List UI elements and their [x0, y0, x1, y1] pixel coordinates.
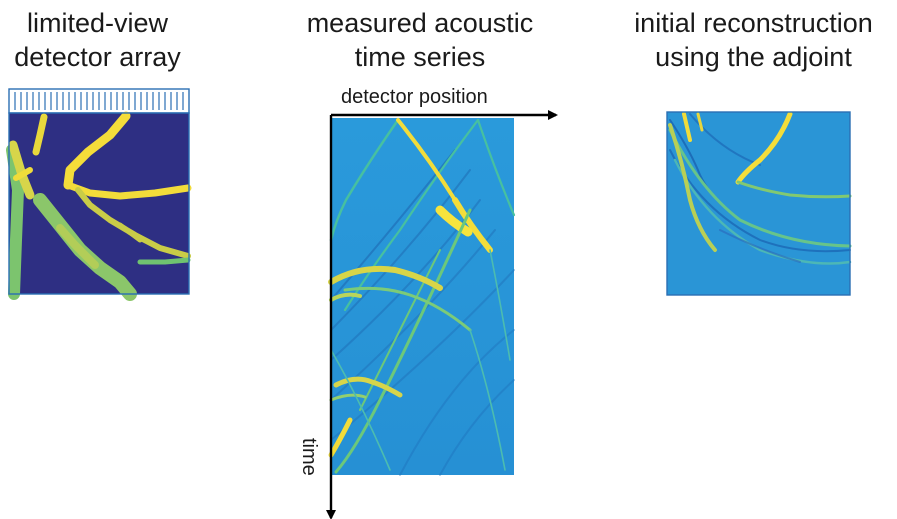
reconstruction-panel	[666, 111, 852, 296]
detector-elements	[14, 92, 184, 110]
reconstruction-panel-title: initial reconstruction using the adjoint	[610, 6, 897, 74]
detector-panel-title: limited-view detector array	[0, 6, 195, 74]
detector-title-line2: detector array	[14, 42, 181, 72]
reconstruction-artifacts	[668, 111, 852, 265]
detector-array-panel	[6, 88, 192, 301]
reconstruction-title-line1: initial reconstruction	[634, 8, 873, 38]
timeseries-title-line2: time series	[354, 42, 486, 72]
wavefront-arcs	[328, 118, 516, 476]
reconstruction-title-line2: using the adjoint	[655, 42, 852, 72]
detector-position-axis-label: detector position	[341, 86, 488, 108]
detector-title-line1: limited-view	[26, 8, 169, 38]
timeseries-panel-title: measured acoustic time series	[300, 6, 540, 74]
time-axis-label: time	[298, 438, 320, 476]
timeseries-title-line1: measured acoustic	[306, 8, 534, 38]
time-series-panel	[326, 110, 558, 519]
vessel-phantom	[6, 111, 192, 301]
reconstruction-image	[667, 112, 850, 295]
